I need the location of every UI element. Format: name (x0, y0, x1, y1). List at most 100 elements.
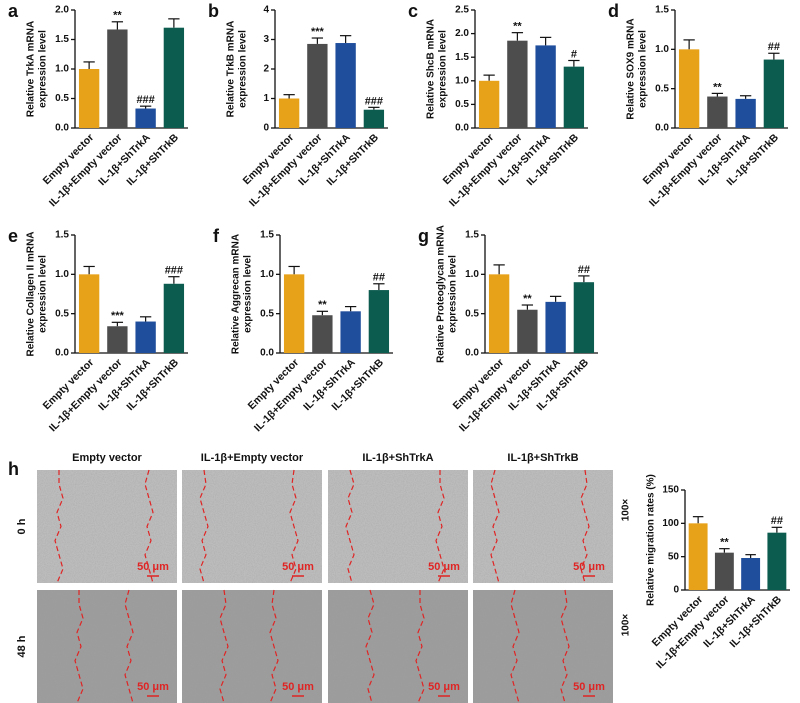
bar (545, 301, 566, 353)
y-tick-label: 1.5 (260, 230, 274, 241)
panel-label: f (213, 226, 220, 246)
wound-edge (74, 590, 84, 703)
y-tick-label: 0.5 (260, 308, 274, 319)
significance-mark: ## (768, 41, 780, 53)
y-axis-label: Relative TrkB mRNA (226, 21, 237, 118)
panel-label: g (418, 226, 429, 246)
y-tick-label: 1.5 (55, 230, 69, 241)
panel-label: b (208, 1, 219, 21)
bar (535, 45, 556, 128)
wound-edge (269, 589, 279, 703)
panel-label: a (8, 1, 19, 21)
y-tick-label: 150 (662, 485, 679, 496)
y-tick-label: 1.5 (55, 34, 69, 45)
y-tick-label: 1.0 (55, 64, 69, 75)
bar (688, 523, 708, 590)
significance-mark: ** (513, 21, 522, 33)
wound-edge (124, 589, 134, 703)
scale-bar-label: 50 μm (282, 681, 314, 693)
magnification-label: 100× (621, 614, 632, 637)
significance-mark: ** (523, 293, 532, 305)
bar (517, 309, 538, 353)
scale-bar-label: 50 μm (428, 561, 460, 573)
bar (78, 69, 100, 128)
micrograph-texture (473, 590, 613, 703)
bar (488, 274, 510, 353)
column-header: Empty vector (72, 452, 142, 464)
y-tick-label: 4 (263, 5, 269, 16)
column-header: IL-1β+Empty vector (201, 452, 304, 464)
y-axis-label: Relative SOX9 mRNA (626, 18, 637, 119)
significance-mark: ### (365, 95, 383, 107)
wound-edge (289, 469, 299, 584)
row-label: 0 h (16, 518, 28, 534)
y-tick-label: 0.0 (55, 123, 69, 134)
y-tick-label: 0.0 (55, 348, 69, 359)
bar (478, 80, 500, 128)
y-axis-label: Relative Aggrecan mRNA (231, 234, 242, 354)
bar (135, 321, 156, 353)
y-tick-label: 0 (263, 123, 269, 134)
y-tick-label: 2.0 (55, 5, 69, 16)
bar (763, 59, 785, 129)
y-axis-label: expression level (238, 30, 249, 108)
wound-edge (144, 469, 154, 584)
bar (735, 98, 756, 128)
micrograph-texture (182, 590, 322, 703)
wound-edge (54, 470, 64, 584)
bar (312, 315, 333, 353)
bar (707, 96, 728, 128)
y-tick-label: 1.5 (465, 230, 479, 241)
y-axis-label: Relative TrkA mRNA (26, 21, 37, 117)
significance-mark: ** (318, 299, 327, 311)
bar (573, 282, 595, 353)
y-tick-label: 1.0 (655, 44, 669, 55)
bar (678, 49, 700, 129)
bar (307, 43, 328, 128)
y-tick-label: 0.0 (465, 348, 479, 359)
bar (283, 274, 305, 353)
bar (741, 558, 761, 590)
y-tick-label: 0.0 (260, 348, 274, 359)
significance-mark: ** (720, 537, 729, 549)
significance-mark: ## (373, 272, 385, 284)
y-tick-label: 1.5 (655, 5, 669, 16)
y-tick-label: 0.5 (55, 308, 69, 319)
y-axis-label: expression level (638, 30, 649, 108)
significance-mark: ** (713, 81, 722, 93)
micrograph-texture (37, 590, 177, 703)
micrograph-texture (473, 470, 613, 583)
y-axis-label: expression level (38, 255, 49, 333)
y-axis-label: expression level (38, 30, 49, 108)
y-tick-label: 3 (263, 34, 269, 45)
y-tick-label: 100 (662, 518, 679, 529)
scale-bar-label: 50 μm (137, 681, 169, 693)
y-tick-label: 0.5 (455, 99, 469, 110)
y-tick-label: 0.0 (455, 123, 469, 134)
wound-edge (415, 590, 425, 703)
y-tick-label: 0 (673, 585, 679, 596)
y-tick-label: 1.5 (455, 52, 469, 63)
panel-label: d (608, 1, 619, 21)
wound-edge (219, 589, 229, 703)
significance-mark: ** (113, 10, 122, 22)
bar (135, 108, 156, 128)
bar (767, 532, 787, 590)
bar (714, 552, 734, 590)
wound-edge (560, 589, 570, 703)
wound-edge (345, 469, 355, 584)
bar (163, 283, 185, 353)
micrograph-texture (328, 470, 468, 583)
bar (368, 290, 390, 353)
y-tick-label: 2.0 (455, 28, 469, 39)
scale-bar-label: 50 μm (573, 681, 605, 693)
significance-mark: ### (136, 94, 154, 106)
wound-edge (510, 589, 520, 703)
panel-label: h (8, 459, 19, 479)
row-label: 48 h (16, 635, 28, 657)
bar (563, 66, 585, 128)
y-tick-label: 0.5 (55, 93, 69, 104)
y-tick-label: 1.0 (455, 75, 469, 86)
y-tick-label: 2.5 (455, 5, 469, 16)
